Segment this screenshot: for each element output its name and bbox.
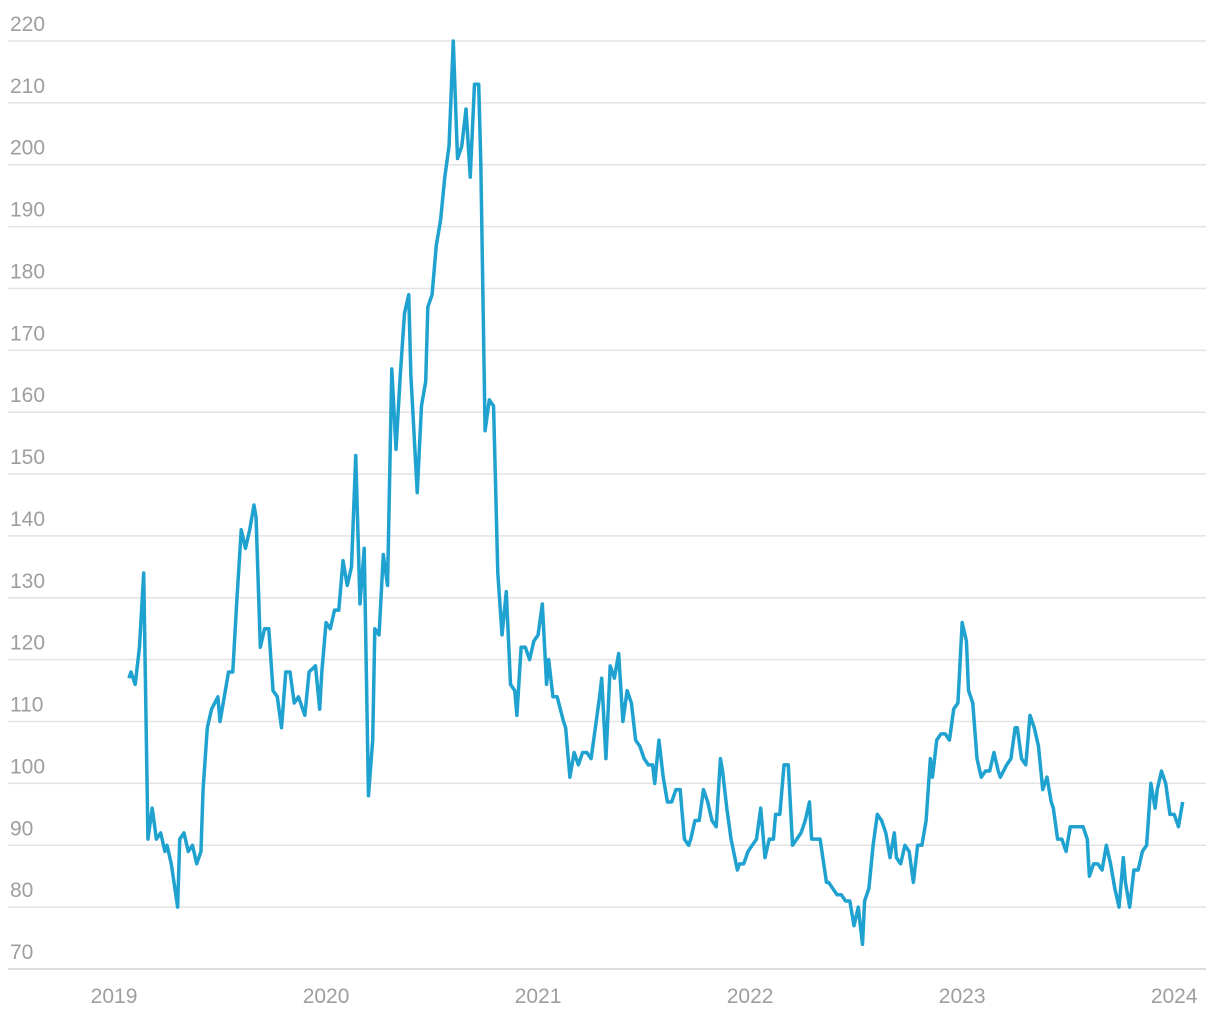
- y-tick-label: 80: [10, 879, 33, 902]
- y-tick-label: 200: [10, 137, 45, 160]
- data-line: [127, 39, 1185, 946]
- y-tick-label: 120: [10, 632, 45, 655]
- y-tick-label: 100: [10, 755, 45, 778]
- y-tick-label: 160: [10, 384, 45, 407]
- x-tick-label: 2024: [1151, 985, 1198, 1008]
- y-tick-label: 150: [10, 446, 45, 469]
- y-tick-label: 110: [10, 694, 43, 717]
- x-tick-label: 2021: [515, 985, 562, 1008]
- y-tick-label: 190: [10, 199, 45, 222]
- y-tick-label: 90: [10, 817, 33, 840]
- y-tick-label: 70: [10, 941, 33, 964]
- y-tick-label: 140: [10, 508, 45, 531]
- x-tick-label: 2023: [939, 985, 986, 1008]
- y-tick-label: 180: [10, 260, 45, 283]
- y-tick-label: 130: [10, 570, 45, 593]
- x-tick-label: 2020: [303, 985, 350, 1008]
- x-tick-label: 2022: [727, 985, 774, 1008]
- y-tick-label: 170: [10, 322, 45, 345]
- y-tick-label: 210: [10, 75, 45, 98]
- y-tick-label: 220: [10, 13, 45, 36]
- x-tick-label: 2019: [91, 985, 138, 1008]
